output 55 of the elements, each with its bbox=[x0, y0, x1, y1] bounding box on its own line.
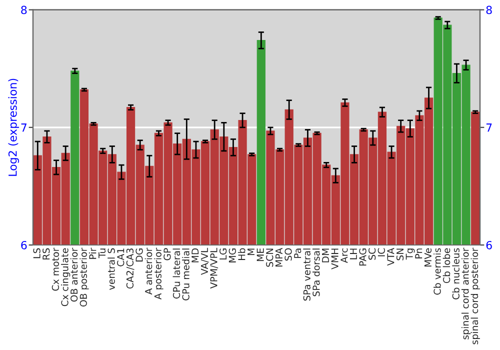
y2-tick-label: 8 bbox=[486, 6, 492, 14]
x-tick-label: SPa dorsal bbox=[312, 248, 320, 296]
x-tick-label: MD bbox=[192, 248, 199, 262]
x-tick-label: A posterior bbox=[154, 248, 164, 300]
x-tick-label: VMH bbox=[331, 248, 338, 270]
x-tick-label: ME bbox=[256, 248, 264, 261]
x-tick-label: CPu lateral bbox=[172, 248, 180, 299]
x-tick-label: DM bbox=[322, 248, 329, 262]
x-tick-label: Cx cingulate bbox=[61, 248, 70, 306]
x-tick-label: CA1 bbox=[117, 248, 124, 266]
x-tick-label: IC bbox=[378, 248, 385, 256]
x-tick-label: Cb nucleus bbox=[452, 248, 460, 300]
y2-tick-label: 6 bbox=[486, 240, 492, 250]
x-tick-label: spinal cord anterior bbox=[461, 248, 471, 340]
x-tick-label: Cx motor bbox=[52, 248, 60, 291]
x-tick-label: SC bbox=[368, 248, 376, 260]
x-tick-label: LG bbox=[220, 248, 227, 260]
x-tick-label: Pa bbox=[294, 248, 302, 258]
x-tick-label: MG bbox=[228, 248, 236, 262]
x-tick-label: SN bbox=[396, 248, 404, 260]
y-tick-label: 7 bbox=[21, 124, 26, 132]
x-tick-label: MPA bbox=[276, 248, 282, 267]
x-tick-label: RS bbox=[42, 248, 50, 260]
x-tick-label: Pir bbox=[88, 248, 96, 259]
x-tick-label: VA/VL bbox=[201, 248, 209, 275]
x-tick-label: OB anterior bbox=[70, 248, 78, 302]
x-tick-label: Cb lobe bbox=[442, 248, 450, 284]
y-tick-label: 8 bbox=[21, 6, 27, 14]
y-tick-label: 6 bbox=[21, 240, 27, 250]
x-tick-label: LH bbox=[350, 248, 357, 260]
x-tick-label: DG bbox=[136, 248, 143, 262]
x-tick-label: VTA bbox=[387, 248, 394, 266]
x-tick-label: SO bbox=[284, 248, 292, 261]
x-tick-label: CPu medial bbox=[182, 248, 190, 300]
x-tick-label: Arc bbox=[340, 248, 348, 264]
x-tick-label: SPa ventral bbox=[303, 248, 310, 301]
x-tick-label: Tg bbox=[406, 248, 415, 260]
x-tick-label: Pn bbox=[415, 248, 422, 258]
x-tick-label: M bbox=[248, 248, 254, 255]
x-tick-label: SCN bbox=[266, 248, 274, 267]
x-tick-label: VPM/VPL bbox=[210, 248, 218, 289]
x-tick-label: Cb vermis bbox=[434, 248, 441, 295]
y-axis-title: Log2 (expression) bbox=[8, 78, 19, 176]
x-tick-label: ventral S bbox=[108, 248, 115, 290]
y2-tick-label: 7 bbox=[486, 124, 492, 132]
x-tick-label: spinal cord posterior bbox=[470, 248, 480, 344]
x-tick-label: A anterior bbox=[144, 248, 152, 295]
x-tick-label: Hb bbox=[238, 248, 246, 260]
x-tick-label: MVe bbox=[424, 248, 432, 267]
x-tick-label: CA2/CA3 bbox=[126, 248, 134, 289]
x-tick-label: GP bbox=[164, 248, 171, 260]
x-tick-label: LS bbox=[33, 248, 40, 258]
x-tick-label: Tu bbox=[98, 248, 106, 258]
x-tick-label: PAG bbox=[359, 248, 366, 266]
x-tick-label: OB posterior bbox=[80, 248, 89, 307]
